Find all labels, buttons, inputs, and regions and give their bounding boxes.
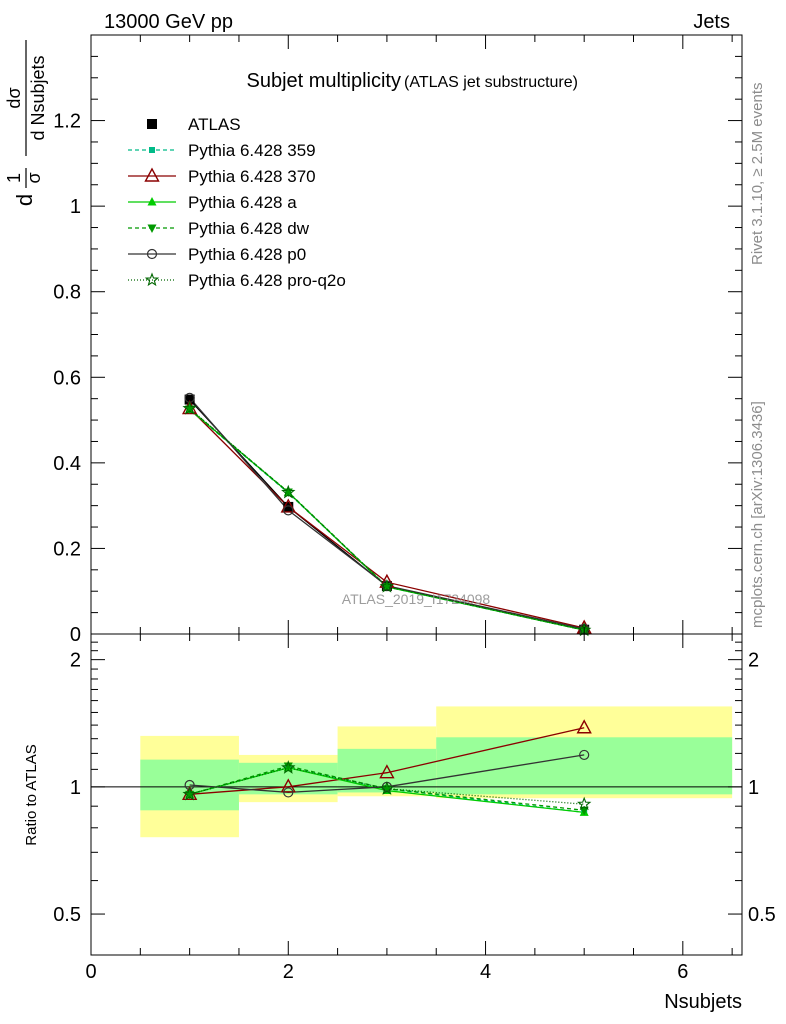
ratio-y-tick-label-right: 1 [748,777,759,799]
ratio-point-pythia-6-428-p0 [283,787,294,798]
main-y-tick-label: 0.6 [53,367,81,389]
ylabel-dnsubjets: d Nsubjets [28,55,48,140]
main-line-pythia-6-428-pro-q2o [189,408,585,631]
main-point-atlas [283,501,294,512]
legend-label-atlas: ATLAS [188,115,241,134]
x-axis-label: Nsubjets [664,991,742,1013]
ratio-line-pythia-6-428-dw [189,765,585,811]
ratio-point-pythia-6-428-pro-q2o [281,760,296,774]
legend-marker-atlas [147,119,157,129]
ylabel-sigma: σ [24,172,44,183]
ratio-point-pythia-6-428-370 [280,778,296,793]
ratio-y-tick-label-right: 2 [748,650,759,672]
watermark-label: ATLAS_2019_I1724098 [342,591,491,607]
legend-label-pythia-6-428-dw: Pythia 6.428 dw [188,219,310,238]
main-series-lines [189,397,585,631]
main-point-pythia-6-428-370 [280,498,296,513]
legend-label-pythia-6-428-359: Pythia 6.428 359 [188,141,316,160]
main-plot-area: 0 0.2 0.4 0.6 0.8 1 1.2 Subjet multiplicity (A… [53,34,743,646]
ratio-y-tick-label-right: 0.5 [748,904,776,926]
main-point-pythia-6-428-pro-q2o [182,400,197,415]
ratio-point-pythia-6-428-370 [576,719,592,734]
ratio-point-pythia-6-428-pro-q2o [379,781,395,795]
ratio-plot-frame [90,633,743,956]
ratio-plot-area: 0.5 0.5 1 1 2 2 0 2 4 6 Ratio to ATLAS Nsubjets [23,633,776,1013]
ratio-point-pythia-6-428-dw [382,785,392,794]
ylabel-one: 1 [4,173,24,183]
legend-marker-pythia-6-428-370 [144,167,160,182]
main-line-pythia-6-428-370 [189,408,585,629]
legend-marker-pythia-6-428-a [147,197,157,206]
ratio-point-pythia-6-428-dw [579,806,589,816]
ratio-green-band [436,737,733,795]
main-subtitle: (ATLAS jet substructure) [404,74,578,91]
main-y-tick-label: 0.8 [53,282,81,304]
source-label: mcplots.cern.ch [arXiv:1306.3436] [749,401,766,628]
legend-marker-pythia-6-428-359 [149,147,155,153]
main-y-tick-label: 1 [70,196,81,218]
main-y-axis-label: d 1 σ dσ d Nsubjets [4,40,48,206]
main-y-tick-label: 0 [70,624,81,646]
ratio-point-pythia-6-428-370 [379,764,395,779]
process-label: Jets [693,11,730,33]
ratio-x-axis-ticks: 0 2 4 6 [85,634,733,983]
legend-label-pythia-6-428-p0: Pythia 6.428 p0 [188,245,306,264]
legend-marker-pythia-6-428-pro-q2o [144,272,160,287]
ratio-y-tick-label: 1 [70,777,81,799]
main-y-axis-ticks: 0 0.2 0.4 0.6 0.8 1 1.2 [53,55,742,646]
ratio-y-tick-label: 0.5 [53,904,81,926]
ratio-y-axis-ticks: 0.5 0.5 1 1 2 2 [53,633,776,956]
main-point-pythia-6-428-p0 [283,505,294,516]
x-tick-label: 4 [480,961,491,983]
main-x-axis-ticks [90,35,733,634]
main-title: Subjet multiplicity [246,70,401,92]
ratio-point-pythia-6-428-p0 [579,749,590,761]
x-tick-label: 0 [85,961,96,983]
ylabel-dsigma: dσ [4,87,24,108]
x-tick-label: 2 [283,961,294,983]
ratio-point-pythia-6-428-dw [185,790,195,800]
main-point-pythia-6-428-pro-q2o [379,578,395,593]
ratio-y-axis-label: Ratio to ATLAS [23,744,40,845]
main-point-pythia-6-428-dw [185,405,195,414]
ratio-y-tick-label: 2 [70,650,81,672]
legend-label-pythia-6-428-370: Pythia 6.428 370 [188,167,316,186]
main-y-tick-label: 0.2 [53,538,81,560]
ratio-point-pythia-6-428-pro-q2o [182,786,197,801]
energy-label: 13000 GeV pp [104,11,233,33]
main-point-pythia-6-428-pro-q2o [281,484,296,499]
rivet-version-label: Rivet 3.1.10, ≥ 2.5M events [749,83,766,266]
legend: ATLAS Pythia 6.428 359 Pythia 6.428 370 Pyt… [128,115,346,290]
ratio-line-pythia-6-428-pro-q2o [189,767,585,805]
ratio-point-pythia-6-428-pro-q2o [576,796,592,811]
ratio-series-markers [181,719,592,816]
main-y-tick-label: 0.4 [53,453,81,475]
ratio-line-pythia-6-428-p0 [189,754,585,794]
legend-label-pythia-6-428-a: Pythia 6.428 a [188,193,297,212]
ratio-uncertainty-bands [140,706,733,838]
main-line-pythia-6-428-p0 [189,397,585,630]
main-y-tick-label: 1.2 [53,111,81,133]
legend-marker-pythia-6-428-p0 [146,248,158,260]
legend-label-pythia-6-428-pro-q2o: Pythia 6.428 pro-q2o [188,271,346,290]
ratio-green-band [337,748,437,793]
ratio-point-pythia-6-428-dw [283,762,293,772]
ylabel-d: d [12,194,37,206]
x-tick-label: 6 [677,961,688,983]
legend-marker-pythia-6-428-dw [147,224,157,233]
ratio-series-lines [189,727,585,814]
main-point-pythia-6-428-dw [382,583,392,592]
main-point-atlas [184,394,195,405]
